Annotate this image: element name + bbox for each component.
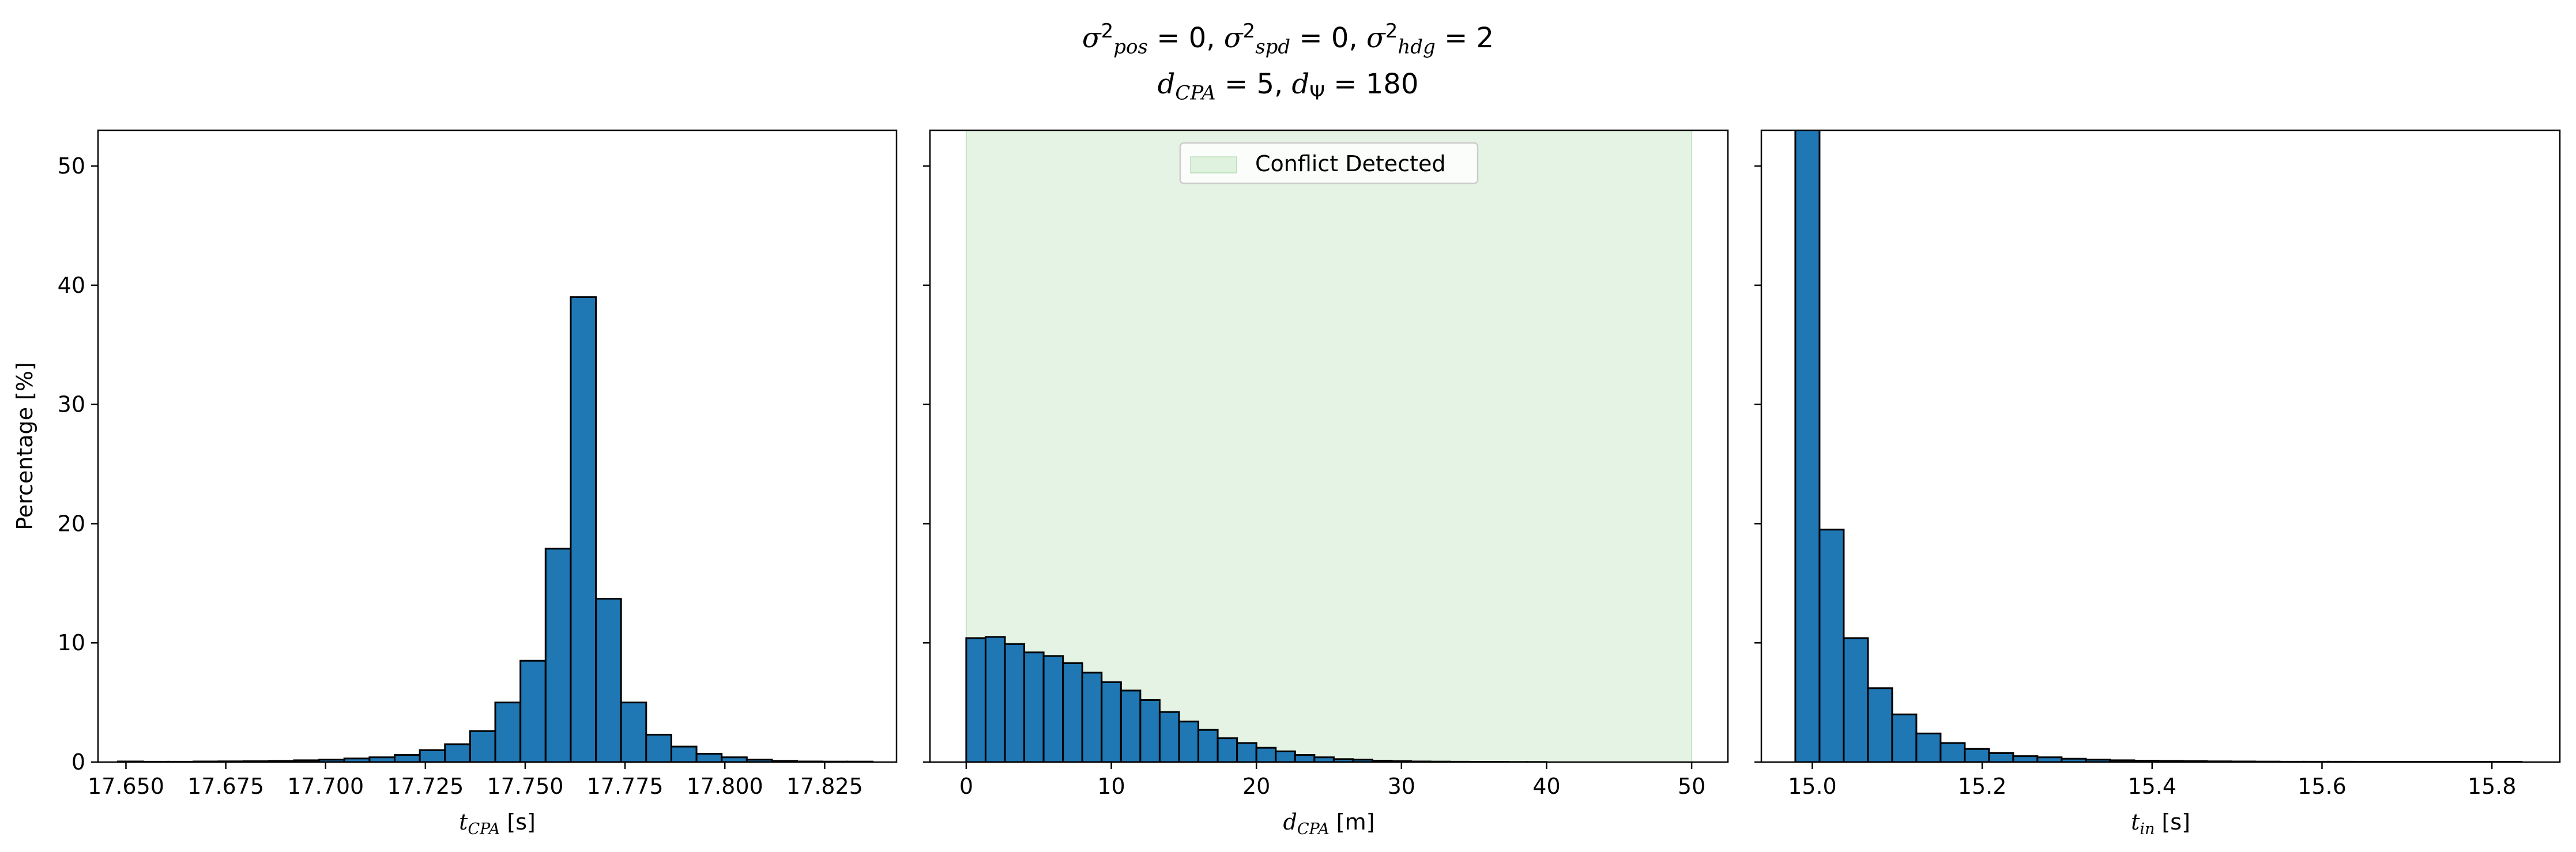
x-tick-label: 17.750 (487, 774, 563, 799)
figure-title: σ2pos = 0, σ2spd = 0, σ2hdg = 2 dCPA = 5… (0, 13, 2576, 111)
histogram-bar (620, 702, 647, 762)
y-tick-label: 20 (58, 511, 85, 536)
legend-label: Conflict Detected (1255, 151, 1445, 176)
histogram-bar (519, 659, 547, 762)
x-tick-label: 40 (1532, 774, 1560, 799)
histogram-bar (1843, 637, 1869, 762)
subplot-2: 0 10 20 30 40 50 Conflict Detected (923, 129, 1729, 799)
x-tick-label: 15.8 (2468, 774, 2517, 799)
x-tick-label: 17.800 (687, 774, 763, 799)
y-axis-label: Percentage [%] (12, 362, 37, 530)
histogram-bar (695, 753, 723, 762)
x-tick-label: 17.700 (287, 774, 364, 799)
histogram-bar (595, 598, 622, 762)
histogram-bar (419, 749, 446, 762)
plot-area-2 (965, 130, 1693, 762)
histogram-bar (469, 730, 496, 762)
x-tick-label: 17.825 (786, 774, 863, 799)
histogram-bar (1867, 687, 1893, 762)
x-tick-label: 50 (1678, 774, 1705, 799)
histogram-bar (394, 754, 421, 762)
x-tick-label: 17.775 (587, 774, 664, 799)
histogram-bar (494, 702, 522, 762)
histogram-bar (444, 743, 471, 762)
x-tick-label: 15.6 (2298, 774, 2347, 799)
histogram-bar (2012, 755, 2039, 762)
plot-area-3 (1794, 130, 2523, 762)
legend-swatch (1190, 156, 1237, 174)
histogram-bar (1915, 732, 1942, 762)
histogram-bar (1042, 655, 1064, 762)
title-line-1: σ2pos = 0, σ2spd = 0, σ2hdg = 2 (1082, 20, 1494, 59)
subplot-3: 15.0 15.2 15.4 15.6 15.8 (1754, 129, 2561, 799)
histogram-bar (1120, 689, 1142, 762)
y-tick-label: 0 (71, 749, 85, 775)
y-tick-label: 40 (58, 273, 85, 298)
x-tick-label: 15.2 (1958, 774, 2007, 799)
title-line-2: dCPA = 5, dΨ = 180 (1157, 67, 1419, 105)
histogram-bar (1004, 643, 1026, 762)
histogram-bar (984, 636, 1006, 762)
axes-frame-2 (929, 129, 1729, 763)
histogram-bar (1891, 713, 1918, 762)
histogram-bar (570, 296, 597, 762)
subplot-1: 0 10 20 30 40 50 17.650 17.675 17.700 17.725 17.75… (58, 129, 898, 799)
histogram-bar (544, 548, 572, 762)
histogram-bar (1988, 752, 2014, 762)
histogram-bar (670, 745, 698, 762)
histogram-bar (1081, 672, 1103, 762)
x-tick-label: 15.0 (1788, 774, 1837, 799)
histogram-bar (1158, 711, 1180, 762)
histogram-bar (1794, 130, 1821, 762)
histogram-bar (1023, 651, 1045, 762)
x-tick-label: 20 (1242, 774, 1270, 799)
histogram-bar (1818, 529, 1845, 762)
axes-frame-1 (97, 129, 898, 763)
y-tick-label: 30 (58, 392, 85, 417)
histogram-bar (1217, 737, 1238, 762)
legend-box (1179, 142, 1479, 184)
plot-area-1 (117, 296, 873, 762)
histogram-bar (1294, 754, 1316, 762)
conflict-region (965, 130, 1693, 762)
x-tick-label: 17.675 (187, 774, 264, 799)
histogram-bar (1178, 721, 1200, 762)
histogram-bar (965, 637, 986, 762)
x-axis-label: dCPA [m] (1283, 809, 1375, 838)
histogram-bar (1275, 750, 1296, 762)
x-axis-label: tCPA [s] (459, 809, 536, 838)
x-axis-label: tin [s] (2131, 809, 2190, 838)
y-tick-label: 50 (58, 153, 85, 179)
x-tick-label: 30 (1388, 774, 1415, 799)
x-tick-label: 15.4 (2127, 774, 2176, 799)
histogram-bar (1139, 699, 1161, 762)
histogram-bar (1101, 681, 1122, 762)
histogram-bar (1236, 742, 1257, 762)
histogram-bar (1197, 729, 1219, 762)
x-tick-label: 0 (959, 774, 973, 799)
y-tick-label: 10 (58, 630, 85, 655)
axes-frame-3 (1760, 129, 2561, 763)
histogram-bar (1964, 748, 1990, 762)
x-tick-label: 17.725 (387, 774, 464, 799)
histogram-bar (645, 733, 672, 762)
histogram-bar (1062, 662, 1083, 762)
histogram-bar (1939, 742, 1966, 762)
histogram-bar (1255, 747, 1277, 762)
x-tick-label: 17.650 (88, 774, 164, 799)
x-tick-label: 10 (1097, 774, 1125, 799)
